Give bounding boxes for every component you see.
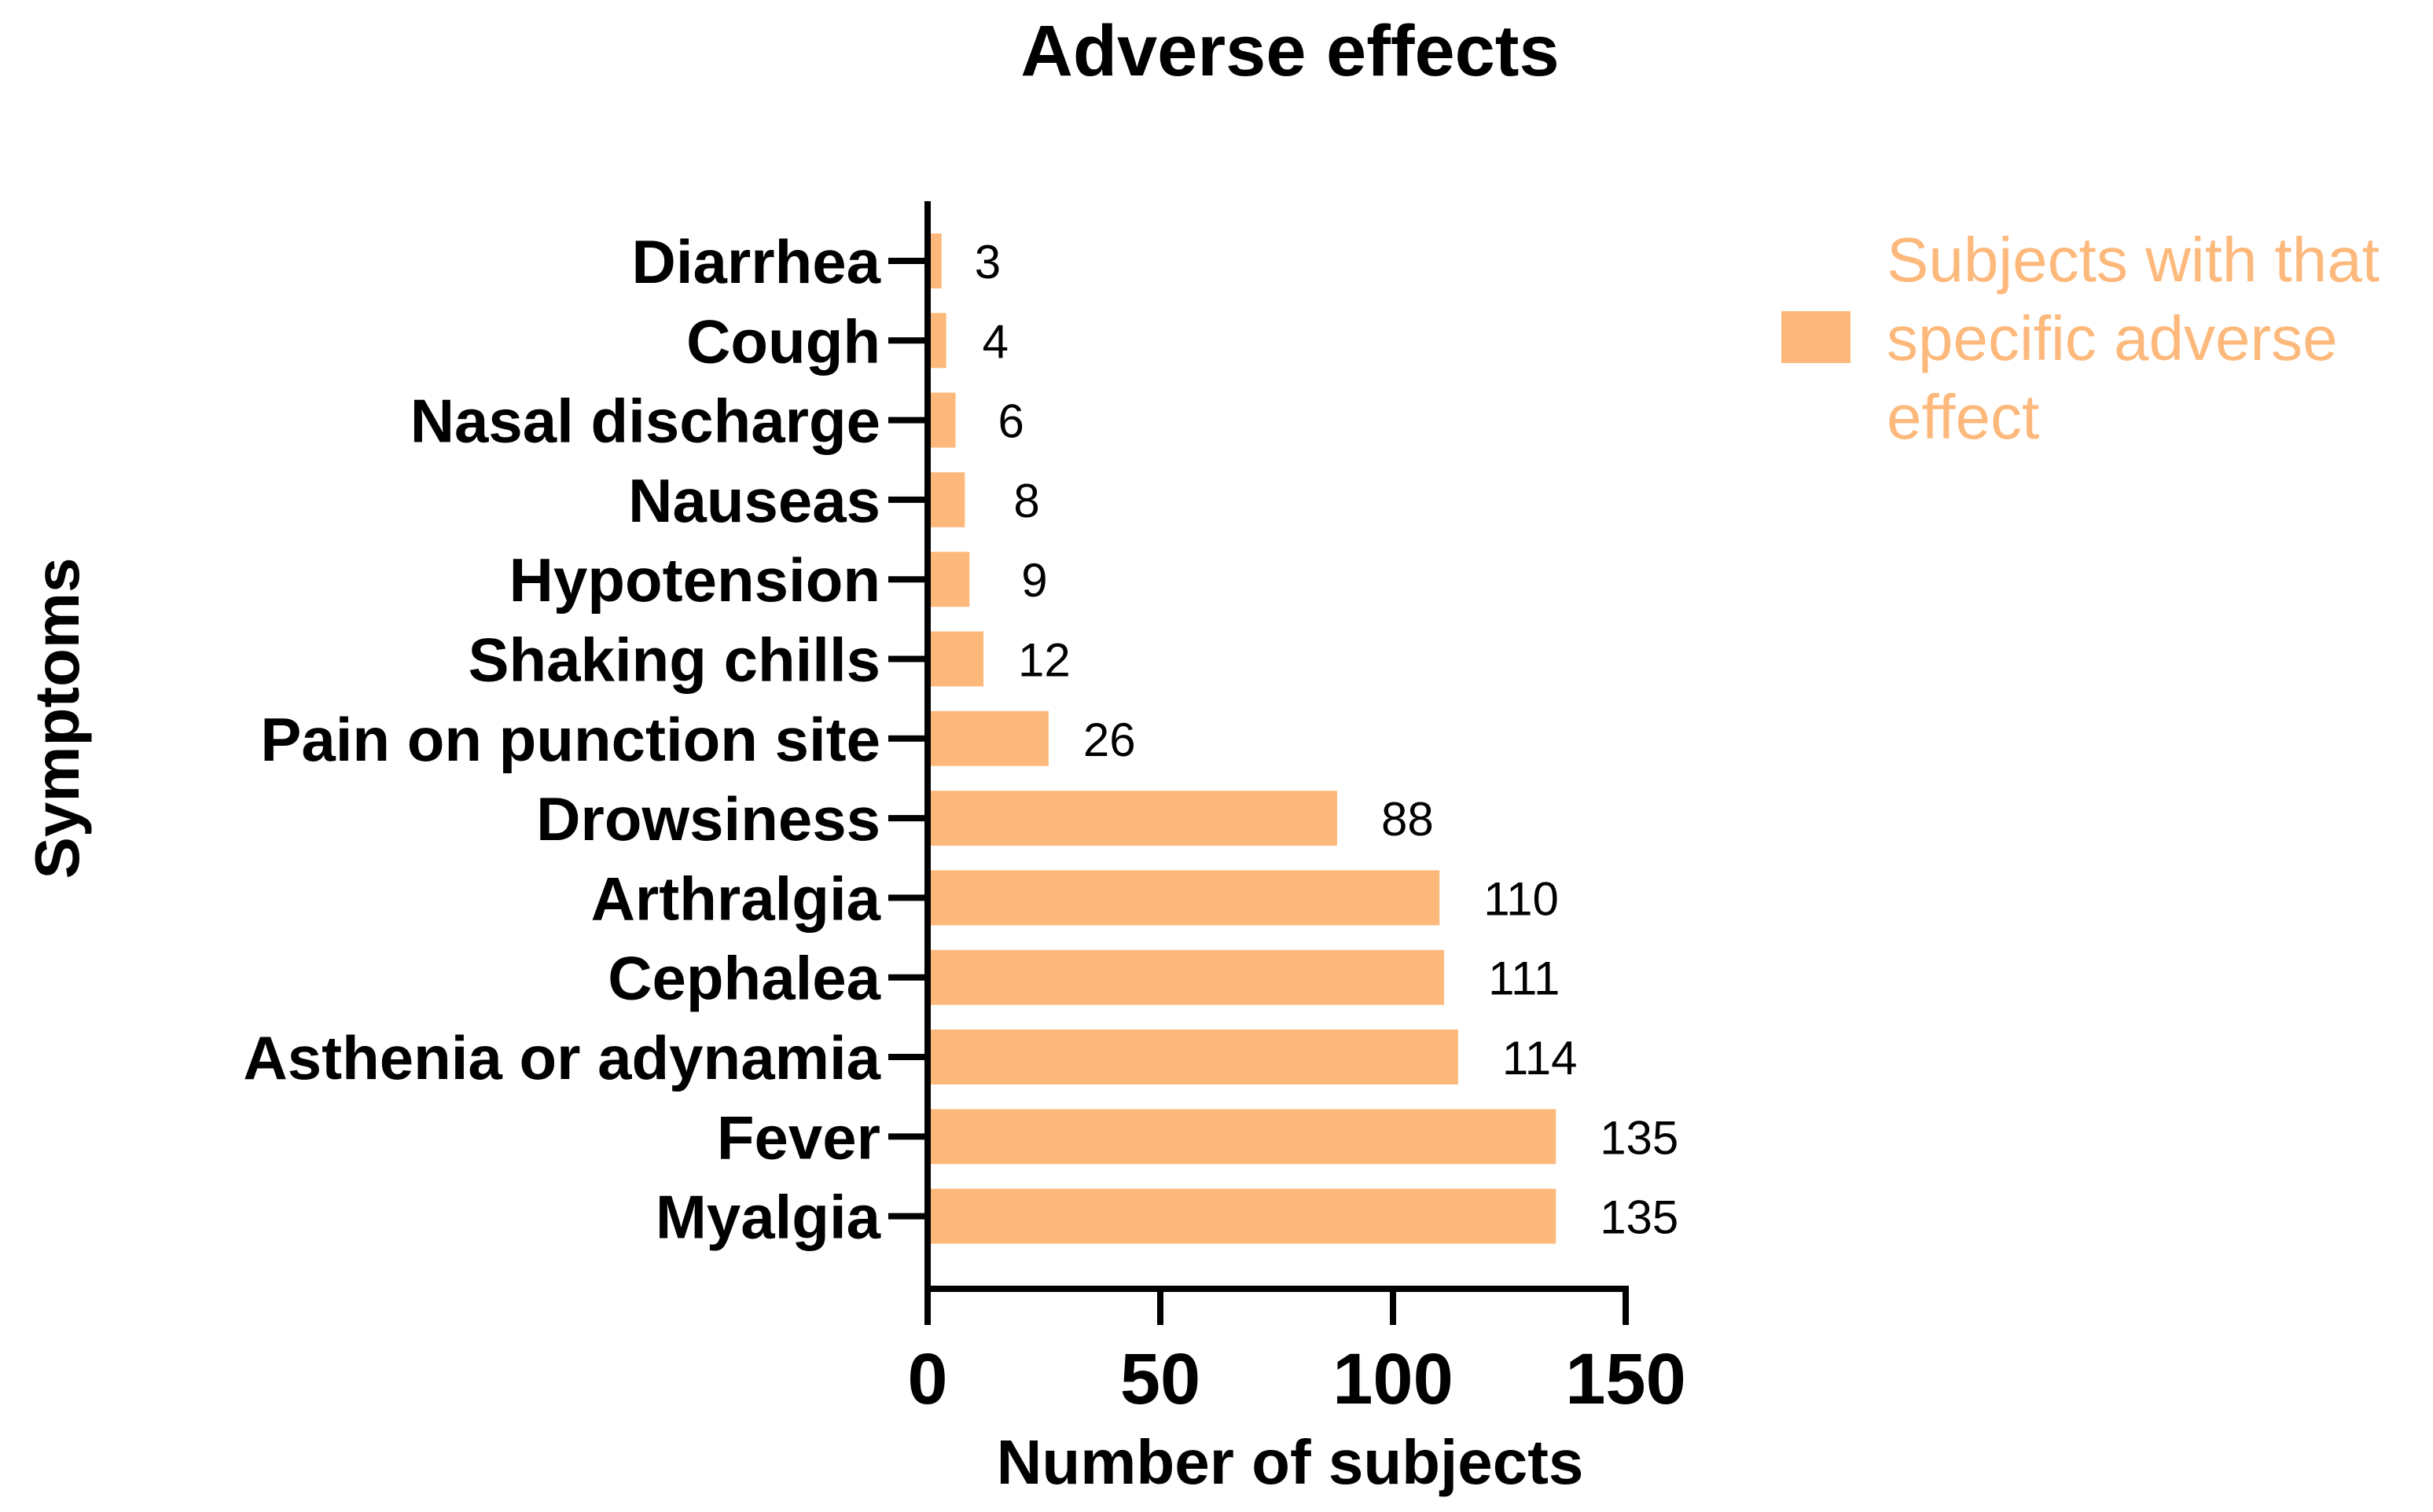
category-label-myalgia: Myalgia [656,1183,881,1252]
value-label-drowsiness: 88 [1381,793,1434,846]
legend-label: Subjects with that specific adverse effe… [1887,225,2397,452]
bars-group [931,233,1556,1244]
category-label-arthralgia: Arthralgia [591,864,881,933]
category-labels-group: Diarrhea Cough Nasal discharge Nauseas Hypot… [243,227,880,1252]
x-tick-label: 0 [907,1339,947,1419]
value-label-nauseas: 8 [1013,475,1039,527]
legend-line: specific adverse [1887,303,2338,373]
value-label-myalgia: 135 [1600,1191,1678,1244]
value-label-fever: 135 [1600,1111,1678,1164]
legend-line: Subjects with that [1887,225,2380,295]
value-label-pain-on-punction-site: 26 [1083,714,1136,766]
value-label-hypotension: 9 [1021,554,1047,607]
y-axis-title: Symptoms [22,558,92,879]
bar-myalgia [931,1188,1556,1244]
category-label-nasal-discharge: Nasal discharge [410,387,880,456]
chart-title: Adverse effects [1020,11,1559,91]
bar-shaking-chills [931,631,984,687]
x-tick-label: 50 [1120,1339,1200,1419]
legend-swatch [1781,311,1850,363]
bar-asthenia-or-adynamia [931,1029,1458,1084]
x-axis-title: Number of subjects [997,1427,1584,1497]
category-label-cough: Cough [686,306,880,376]
category-label-diarrhea: Diarrhea [632,227,881,296]
category-label-nauseas: Nauseas [628,466,880,535]
bar-pain-on-punction-site [931,710,1049,766]
bar-nasal-discharge [931,392,956,448]
bar-cough [931,313,946,369]
value-label-arthralgia: 110 [1483,872,1559,925]
category-label-cephalea: Cephalea [608,944,880,1013]
category-label-pain-on-punction-site: Pain on punction site [260,705,880,774]
bar-nauseas [931,472,965,527]
value-label-nasal-discharge: 6 [998,395,1024,448]
category-label-shaking-chills: Shaking chills [469,626,880,695]
x-tick-label: 150 [1565,1339,1686,1419]
bar-arthralgia [931,870,1440,926]
value-label-diarrhea: 3 [975,236,1001,288]
category-label-fever: Fever [717,1103,880,1172]
x-tick-label: 100 [1332,1339,1454,1419]
legend-line: effect [1887,382,2039,452]
legend: Subjects with that specific adverse effe… [1781,225,2397,452]
bar-cephalea [931,949,1445,1005]
x-ticks-group: 0 50 100 150 [907,1289,1686,1419]
value-label-cough: 4 [983,315,1009,368]
category-label-hypotension: Hypotension [509,545,880,615]
value-label-asthenia-or-adynamia: 114 [1502,1032,1578,1084]
bar-fever [931,1109,1556,1165]
value-label-cephalea: 111 [1488,952,1560,1005]
value-label-shaking-chills: 12 [1018,634,1071,687]
category-label-drowsiness: Drowsiness [536,784,880,853]
category-label-asthenia-or-adynamia: Asthenia or adynamia [243,1023,880,1092]
bar-drowsiness [931,791,1337,846]
y-ticks-group [888,258,928,1220]
bar-diarrhea [931,233,942,288]
bar-hypotension [931,552,970,607]
